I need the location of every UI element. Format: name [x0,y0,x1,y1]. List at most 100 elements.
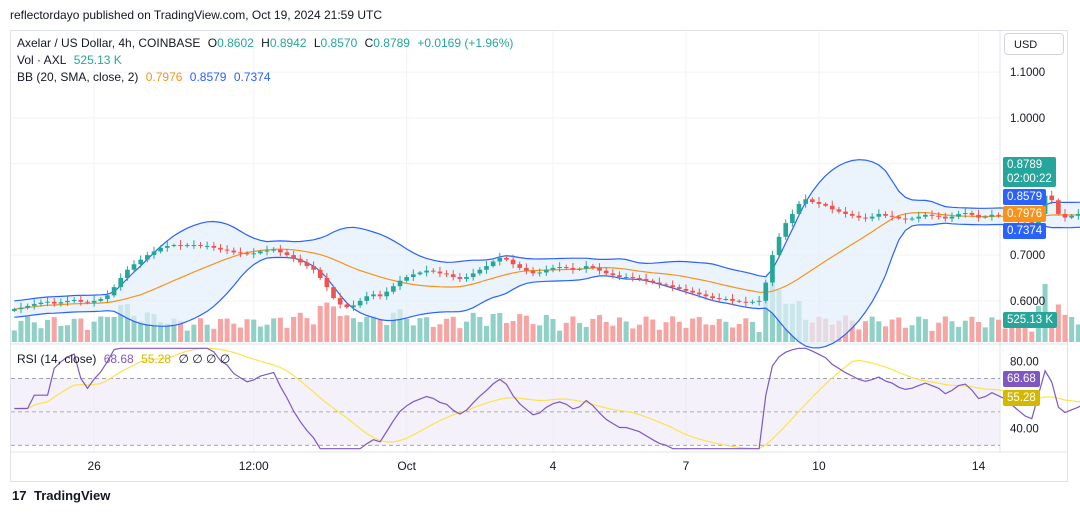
volume-bar [876,321,882,342]
volume-bar [596,314,603,342]
candle-body [936,215,942,217]
bb-upper-tag: 0.8579 [1003,189,1047,205]
rsi-ma-tag: 55.28 [1003,390,1040,406]
volume-bar [889,319,895,342]
volume-bar [138,321,144,342]
candle-body [351,305,356,308]
candle-body [550,267,556,270]
candle-body [1069,215,1075,218]
volume-bar [158,322,164,342]
volume-bar [1029,331,1035,342]
chart-frame[interactable] [10,30,1068,482]
volume-bar [743,318,749,342]
volume-bar [357,321,363,342]
volume-bar [490,313,496,342]
volume-bar [1075,324,1080,342]
volume-bar [244,319,250,342]
volume-bar [463,321,470,342]
volume-bar [324,302,330,342]
candle-body [231,250,237,253]
volume-bar [404,318,410,342]
volume-bar [729,327,736,342]
volume-bar [124,304,130,342]
candle-body [78,299,84,302]
volume-bar [204,324,210,342]
candle-body [676,287,682,289]
volume-bar [444,318,450,342]
volume-bar [1002,328,1008,342]
volume-bar [537,325,543,342]
candle-body [889,215,895,217]
candle-body [317,269,323,278]
tradingview-brand[interactable]: 17 TradingView [12,488,110,503]
candle-body [45,301,50,303]
candle-body [264,250,270,252]
price-tick-label: 1.0000 [1010,113,1045,125]
candle-body [1049,195,1055,201]
volume-bar [922,319,928,342]
candle-body [85,301,90,303]
volume-bar [563,322,569,342]
candle-body [716,298,722,300]
candle-body [417,272,423,275]
legend-vol-value: 525.13 K [73,53,122,67]
candle-body [856,215,862,218]
legend-change: +0.0169 (+1.96%) [417,36,514,50]
candle-body [424,270,429,273]
candle-body [291,255,296,259]
volume-bar [716,318,722,342]
candle-body [258,251,263,254]
volume-bar [590,318,596,342]
volume-bar [989,317,995,342]
time-tick-label: 7 [683,459,690,473]
legend-c-label: C [364,36,374,50]
candle-body [949,216,955,219]
candle-body [623,277,629,279]
volume-bar [38,328,44,342]
volume-bar [969,316,975,342]
volume-bar [457,328,463,342]
volume-bar [550,319,556,342]
candle-body [18,307,24,310]
candle-body [603,270,609,274]
candle-body [118,277,124,288]
candle-body [151,251,157,256]
volume-bar [370,316,376,342]
candle-body [224,249,230,251]
bb-lower-line [14,222,1080,349]
currency-button[interactable]: USD [1004,33,1064,55]
legend-h-value: 0.8942 [269,36,307,50]
volume-bar [277,317,283,342]
volume-bar [902,327,908,342]
volume-tag: 525.13 K [1003,312,1058,328]
candle-body [25,305,30,308]
volume-bar [364,316,370,342]
candle-body [184,245,190,247]
volume-bar [956,326,962,342]
volume-bar [690,318,696,342]
candle-body [397,280,403,287]
candle-body [942,216,948,219]
volume-bar [344,315,350,342]
candle-body [191,245,197,247]
time-tick-label: 14 [972,459,986,473]
candle-body [517,264,523,268]
candle-body [883,213,888,216]
price-tick-label: 1.1000 [1010,67,1045,79]
candle-body [71,299,77,301]
volume-bar [217,318,224,342]
volume-bar [557,330,563,342]
candle-body [105,295,110,300]
volume-bar [696,316,702,342]
volume-bar [264,324,270,342]
volume-bar [949,321,955,342]
candle-body [730,299,735,301]
candle-body [869,216,875,219]
volume-bar [749,321,756,342]
volume-bar [211,328,217,342]
candle-body [763,282,769,301]
volume-bar [311,324,317,342]
candle-body [297,258,303,263]
candle-body [524,267,529,271]
